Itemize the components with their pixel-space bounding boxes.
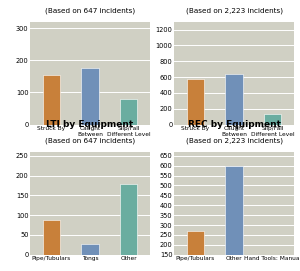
Text: (Based on 647 incidents): (Based on 647 incidents) xyxy=(45,137,135,144)
Text: LTI by Equipment: LTI by Equipment xyxy=(46,120,134,129)
Bar xyxy=(120,99,137,125)
Bar xyxy=(187,231,204,271)
Bar xyxy=(225,74,243,125)
Bar xyxy=(120,184,137,255)
Bar xyxy=(225,166,243,271)
Bar xyxy=(43,75,60,125)
Text: (Based on 647 incidents): (Based on 647 incidents) xyxy=(45,7,135,14)
Text: (Based on 2,223 incidents): (Based on 2,223 incidents) xyxy=(185,7,283,14)
Bar xyxy=(264,114,281,125)
Bar xyxy=(81,244,99,255)
Text: REC by Equipment: REC by Equipment xyxy=(188,120,280,129)
Text: (Based on 2,223 incidents): (Based on 2,223 incidents) xyxy=(185,137,283,144)
Bar xyxy=(43,220,60,255)
Bar xyxy=(81,68,99,125)
Bar xyxy=(187,79,204,125)
